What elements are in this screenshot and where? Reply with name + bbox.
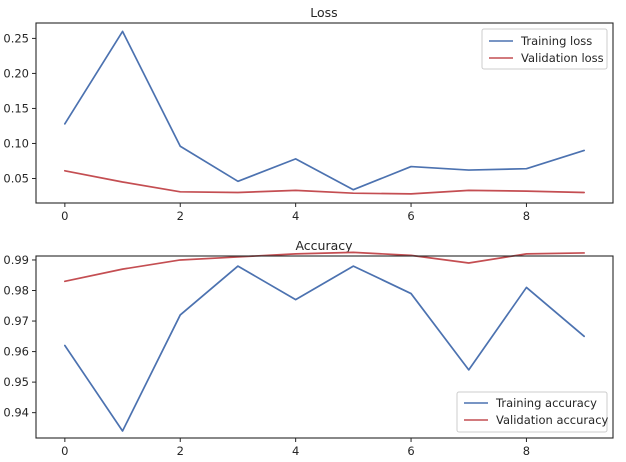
loss-series-training-loss — [63, 30, 586, 191]
accuracy-x-tick-label: 8 — [523, 444, 530, 458]
loss-x-tick-label: 6 — [407, 209, 414, 223]
legend-label-validation-accuracy: Validation accuracy — [496, 413, 609, 427]
accuracy-y-tick-label: 0.98 — [3, 284, 29, 298]
loss-y-tick-label: 0.05 — [3, 171, 29, 185]
accuracy-x-tick-label: 6 — [407, 444, 414, 458]
loss-plot-frame — [35, 22, 614, 204]
loss-y-tick-label: 0.20 — [3, 66, 29, 80]
loss-y-tick-label: 0.25 — [3, 31, 29, 45]
accuracy-y-tick-label: 0.96 — [3, 345, 29, 359]
accuracy-y-tick-label: 0.94 — [3, 406, 29, 420]
legend-label-training-loss: Training loss — [520, 34, 592, 48]
loss-legend-box — [481, 28, 608, 70]
legend-label-validation-loss: Validation loss — [521, 51, 604, 65]
accuracy-chart-title: Accuracy — [295, 238, 353, 253]
loss-series-validation-loss — [63, 169, 586, 195]
accuracy-legend-box — [456, 391, 608, 433]
accuracy-x-tick-label: 0 — [61, 444, 68, 458]
loss-x-tick-label: 2 — [177, 209, 184, 223]
loss-y-tick-label: 0.10 — [3, 136, 29, 150]
loss-legend: Training loss Validation loss — [481, 28, 608, 70]
legend-label-training-accuracy: Training accuracy — [495, 396, 597, 410]
accuracy-legend: Training accuracy Validation accuracy — [456, 391, 609, 433]
loss-chart: Loss 0 2 4 6 8 0.05 0.10 0.15 0.20 0.25 Training … — [3, 5, 614, 223]
accuracy-y-tick-label: 0.99 — [3, 253, 29, 267]
loss-y-tick-label: 0.15 — [3, 101, 29, 115]
accuracy-x-tick-label: 2 — [177, 444, 184, 458]
accuracy-y-tick-label: 0.95 — [3, 375, 29, 389]
loss-x-tick-label: 8 — [523, 209, 530, 223]
accuracy-x-tick-label: 4 — [292, 444, 299, 458]
accuracy-series-training-accuracy — [63, 265, 586, 432]
loss-chart-title: Loss — [310, 5, 337, 20]
accuracy-chart: Accuracy 0 2 4 6 8 0.94 0.95 0.96 0.97 0.98 0.99 T… — [3, 238, 614, 458]
accuracy-plot-frame — [35, 255, 614, 439]
accuracy-series-validation-accuracy — [63, 251, 586, 283]
loss-x-tick-label: 0 — [61, 209, 68, 223]
loss-x-tick-label: 4 — [292, 209, 299, 223]
accuracy-y-tick-label: 0.97 — [3, 314, 29, 328]
